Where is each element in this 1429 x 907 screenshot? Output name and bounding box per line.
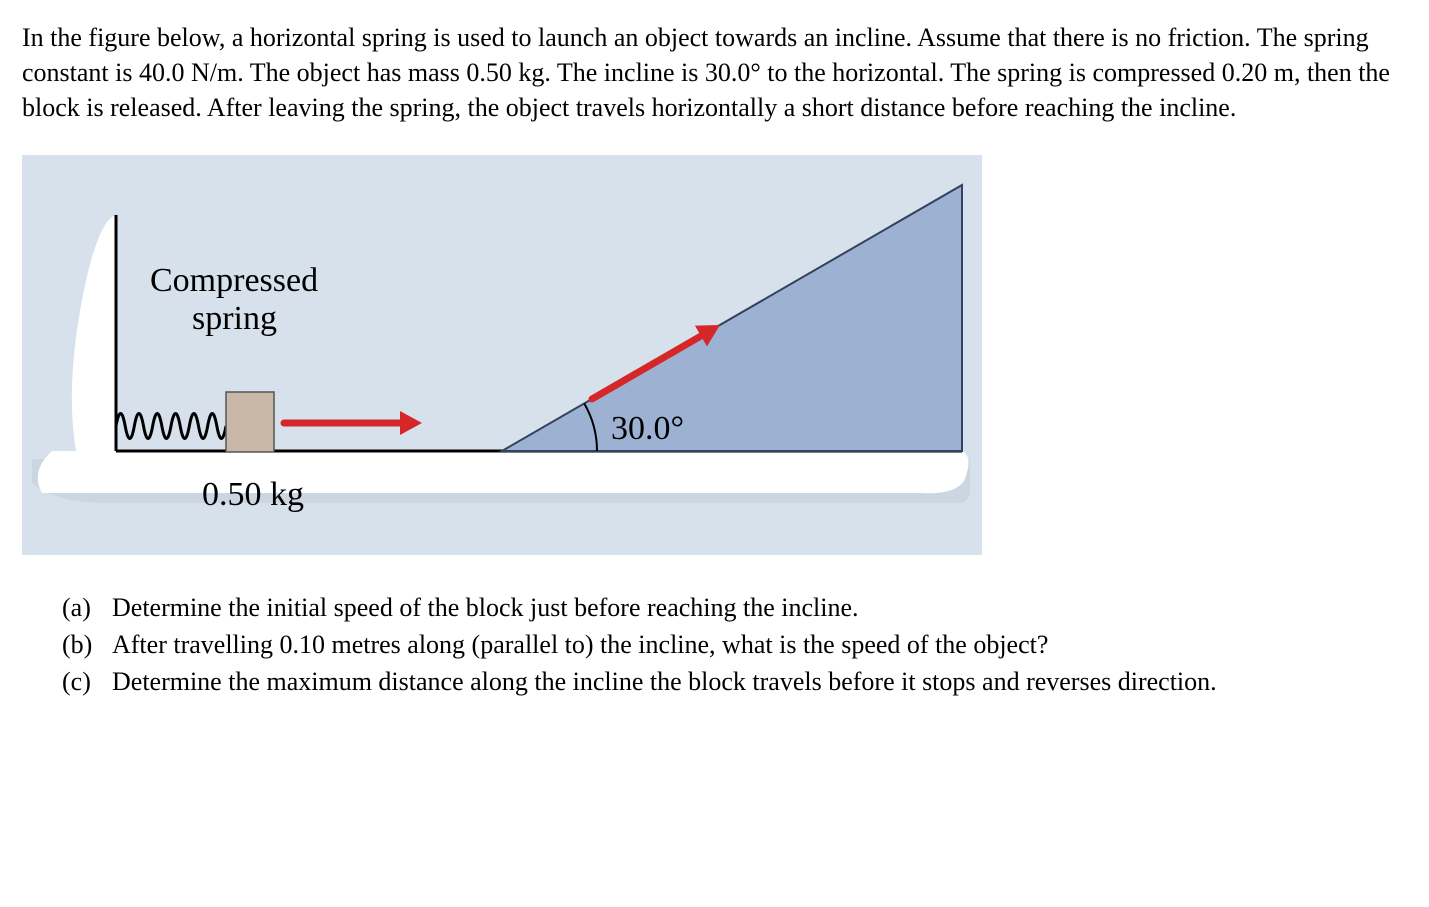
- question-b-label: (b): [62, 627, 112, 662]
- question-b: (b) After travelling 0.10 metres along (…: [62, 627, 1407, 662]
- question-a: (a) Determine the initial speed of the b…: [62, 590, 1407, 625]
- questions-list: (a) Determine the initial speed of the b…: [22, 590, 1407, 699]
- physics-figure: 30.0° Compressedspring 0.50 kg: [22, 155, 1407, 555]
- svg-text:0.50 kg: 0.50 kg: [202, 476, 304, 513]
- svg-text:Compressed: Compressed: [150, 262, 318, 299]
- question-c-label: (c): [62, 664, 112, 699]
- question-c-text: Determine the maximum distance along the…: [112, 664, 1407, 699]
- question-a-text: Determine the initial speed of the block…: [112, 590, 1407, 625]
- svg-text:30.0°: 30.0°: [611, 410, 684, 447]
- question-c: (c) Determine the maximum distance along…: [62, 664, 1407, 699]
- svg-text:spring: spring: [192, 300, 277, 337]
- question-a-label: (a): [62, 590, 112, 625]
- question-b-text: After travelling 0.10 metres along (para…: [112, 627, 1407, 662]
- intro-paragraph: In the figure below, a horizontal spring…: [22, 20, 1407, 125]
